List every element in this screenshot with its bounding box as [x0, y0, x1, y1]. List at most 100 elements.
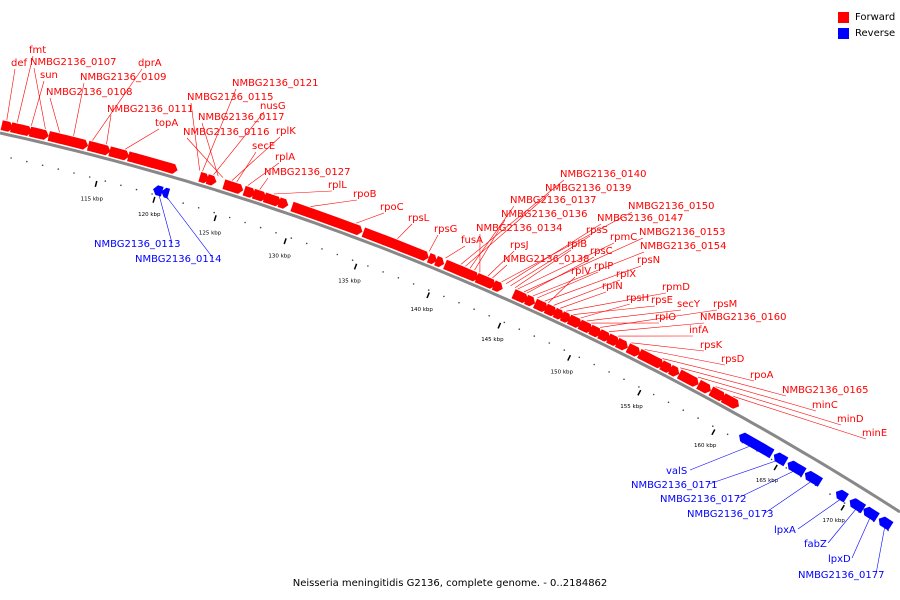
minor-tick	[135, 188, 138, 191]
gene-connector	[600, 309, 718, 328]
gene-label-forward: NMBG2136_0107	[30, 57, 116, 68]
reverse-gene-arrow	[849, 498, 867, 514]
gene-connector	[573, 305, 656, 315]
reverse-gene-arrow	[739, 432, 775, 459]
gene-label-forward: NMBG2136_0116	[183, 127, 269, 138]
minor-tick	[151, 193, 153, 195]
major-tick	[94, 180, 98, 187]
gene-connector	[6, 68, 16, 121]
gene-connector	[544, 265, 642, 302]
gene-label-forward: NMBG2136_0137	[510, 195, 596, 206]
major-tick	[426, 292, 430, 299]
gene-label-reverse: NMBG2136_0171	[631, 480, 717, 491]
gene-connector	[644, 349, 726, 366]
gene-connector	[609, 322, 705, 332]
gene-connector	[580, 303, 631, 319]
forward-gene-arrow	[474, 273, 496, 289]
gene-label-forward: rpmD	[662, 282, 690, 293]
gene-label-forward: NMBG2136_0121	[232, 78, 318, 89]
gene-label-forward: rplL	[328, 180, 347, 191]
gene-label-forward: rpsJ	[510, 240, 529, 251]
forward-gene-arrow	[443, 259, 479, 282]
major-tick	[637, 389, 642, 396]
forward-gene-arrow	[559, 311, 571, 323]
minor-tick	[518, 328, 521, 331]
gene-connector	[514, 249, 572, 289]
minor-tick	[275, 232, 277, 234]
gene-label-forward: topA	[155, 118, 178, 129]
gene-label-forward: rplK	[276, 126, 296, 137]
minor-tick	[182, 202, 184, 204]
major-tick	[567, 354, 572, 361]
forward-gene-arrow	[361, 227, 429, 261]
gene-connector	[125, 128, 160, 150]
gene-connector	[526, 256, 595, 294]
major-tick	[353, 263, 358, 270]
gene-label-forward: NMBG2136_0150	[628, 201, 714, 212]
gene-label-reverse: valS	[666, 466, 687, 477]
gene-label-forward: NMBG2136_0154	[640, 241, 726, 252]
minor-tick	[533, 335, 536, 337]
minor-tick	[770, 458, 773, 461]
gene-label-reverse: fabZ	[804, 539, 827, 550]
gene-label-forward: rplV	[571, 266, 591, 277]
gene-label-reverse: NMBG2136_0172	[660, 494, 746, 505]
gene-label-forward: rpsE	[651, 295, 673, 306]
forward-swatch	[838, 11, 849, 23]
forward-gene-arrow	[86, 140, 111, 156]
gene-label-forward: rpsD	[721, 354, 745, 365]
gene-connector	[165, 195, 214, 259]
minor-tick	[41, 164, 44, 167]
tick-label: 170 kbp	[822, 518, 845, 524]
gene-connector	[548, 276, 576, 304]
reverse-gene-arrow	[153, 185, 164, 197]
gene-connector	[537, 271, 599, 299]
forward-gene-arrow	[251, 188, 267, 202]
minor-tick	[397, 277, 400, 279]
gene-label-forward: rpoA	[750, 370, 774, 381]
forward-gene-arrow	[290, 201, 363, 236]
gene-connector	[523, 237, 644, 293]
gene-label-forward: secE	[252, 141, 275, 152]
forward-gene-arrow	[637, 349, 664, 369]
gene-connector	[680, 367, 787, 397]
forward-gene-arrow	[577, 319, 593, 333]
tick-label: 140 kbp	[410, 307, 433, 313]
minor-tick	[73, 172, 75, 174]
gene-label-reverse: NMBG2136_0114	[135, 254, 221, 265]
legend: Forward Reverse	[838, 9, 895, 41]
gene-connector	[851, 516, 871, 559]
gene-label-reverse: NMBG2136_0173	[687, 509, 773, 520]
forward-gene-arrow	[606, 333, 619, 346]
forward-gene-arrow	[676, 369, 699, 387]
gene-label-forward: rpsN	[637, 255, 660, 266]
minor-tick	[427, 289, 430, 291]
minor-tick	[10, 157, 12, 159]
reverse-swatch	[838, 27, 849, 39]
gene-connector	[231, 136, 281, 181]
gene-connector	[797, 498, 842, 530]
legend-reverse-label: Reverse	[855, 27, 896, 39]
gene-connector	[708, 460, 778, 485]
minor-tick	[213, 211, 215, 214]
minor-tick	[712, 425, 714, 428]
forward-gene-arrow	[543, 303, 557, 317]
gene-connector	[465, 193, 550, 267]
forward-gene-arrow	[434, 256, 445, 268]
gene-label-forward: rpsH	[626, 293, 649, 304]
reverse-gene-arrow	[804, 470, 823, 487]
gene-connector	[505, 223, 602, 285]
forward-gene-arrow	[491, 280, 503, 292]
gene-connector	[532, 251, 645, 297]
gene-label-forward: minD	[837, 414, 864, 425]
major-tick	[840, 504, 845, 511]
forward-gene-arrow	[47, 131, 89, 150]
minor-tick	[652, 393, 655, 396]
minor-tick	[412, 283, 415, 285]
gene-connector	[631, 342, 705, 352]
tick-label: 120 kbp	[138, 212, 161, 218]
minor-tick	[443, 295, 445, 298]
gene-label-forward: rpoC	[380, 202, 404, 213]
gene-label-forward: rplN	[602, 281, 623, 292]
gene-label-forward: dprA	[138, 58, 162, 69]
